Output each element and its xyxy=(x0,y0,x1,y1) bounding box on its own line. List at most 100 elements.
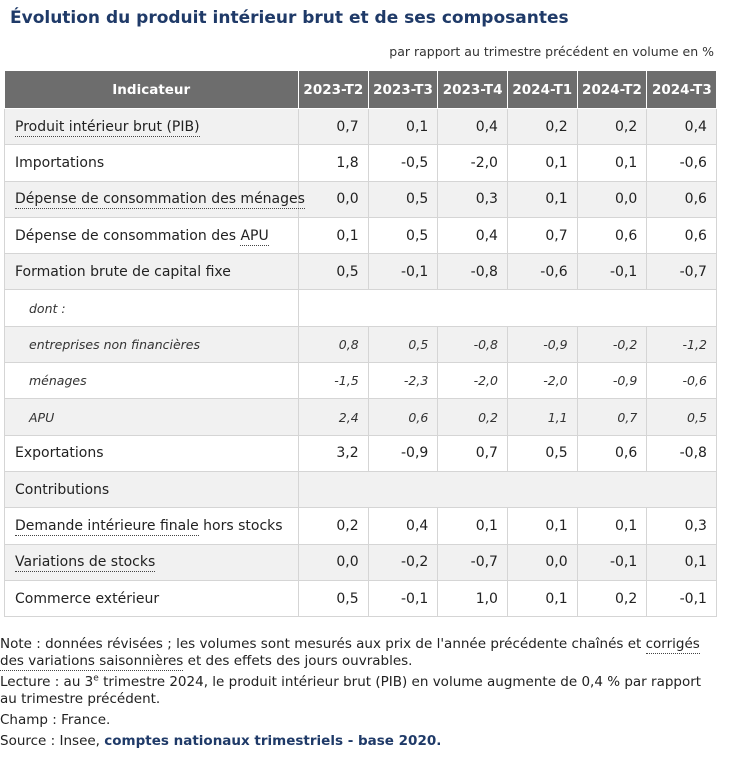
lecture-superscript: e xyxy=(93,673,99,684)
table-cell: 2,4 xyxy=(298,398,369,436)
table-row: APU 2,4 0,6 0,2 1,1 0,7 0,5 xyxy=(4,398,717,436)
table-cell: -0,2 xyxy=(367,543,439,581)
table-cell: 0,0 xyxy=(506,543,578,581)
table-cell: 0,6 xyxy=(646,180,717,218)
header-2023-t4: 2023-T4 xyxy=(437,71,508,109)
glossary-link-demande-interieure[interactable]: Demande intérieure finale xyxy=(15,517,199,536)
glossary-link-pib[interactable]: Produit intérieur brut (PIB) xyxy=(15,118,200,137)
table-cell: 0,3 xyxy=(646,507,717,545)
row-label: Formation brute de capital fixe xyxy=(4,253,299,291)
table-row: Dépense de consommation des APU 0,1 0,5 … xyxy=(4,216,717,255)
table-cell: -0,8 xyxy=(437,253,508,291)
table-cell: -0,7 xyxy=(437,543,508,581)
row-label: Importations xyxy=(4,144,299,182)
table-cell: -0,5 xyxy=(367,144,439,182)
table-cell: 0,7 xyxy=(437,434,508,472)
table-row: Variations de stocks 0,0 -0,2 -0,7 0,0 -… xyxy=(4,543,717,581)
table-cell: 0,6 xyxy=(576,434,648,472)
glossary-link-consommation-menages[interactable]: Dépense de consommation des ménages xyxy=(15,191,305,210)
source-text: Source : Insee, xyxy=(0,733,105,749)
table-cell: 1,1 xyxy=(506,398,578,436)
table-cell: 0,5 xyxy=(367,325,439,364)
table-cell: 0,2 xyxy=(437,398,508,436)
table-cell: 0,1 xyxy=(506,507,578,545)
table-cell: 1,0 xyxy=(437,579,508,618)
table-row: Commerce extérieur 0,5 -0,1 1,0 0,1 0,2 … xyxy=(4,579,717,618)
table-cell: 0,6 xyxy=(646,216,717,255)
table-cell: 1,8 xyxy=(298,144,369,182)
table-row: Formation brute de capital fixe 0,5 -0,1… xyxy=(4,253,717,291)
header-2024-t3: 2024-T3 xyxy=(646,71,717,109)
table-cell: -2,0 xyxy=(437,144,508,182)
table-cell: 0,8 xyxy=(298,325,369,364)
empty-cell xyxy=(298,470,717,509)
data-table: Indicateur 2023-T2 2023-T3 2023-T4 2024-… xyxy=(4,71,717,618)
table-cell: -0,7 xyxy=(646,253,717,291)
table-row: Dépense de consommation des ménages 0,0 … xyxy=(4,180,717,218)
table-cell: 0,0 xyxy=(298,180,369,218)
table-cell: -2,3 xyxy=(367,362,439,400)
header-2023-t2: 2023-T2 xyxy=(298,71,369,109)
table-cell: -0,1 xyxy=(576,253,648,291)
row-label: Dépense de consommation des APU xyxy=(4,216,299,255)
source-paragraph: Source : Insee, comptes nationaux trimes… xyxy=(0,733,720,750)
table-cell: 0,1 xyxy=(437,507,508,545)
source-link[interactable]: comptes nationaux trimestriels - base 20… xyxy=(104,733,442,749)
table-cell: 0,1 xyxy=(506,579,578,618)
glossary-link-variations-stocks[interactable]: Variations de stocks xyxy=(15,554,156,573)
table-cell: -2,0 xyxy=(506,362,578,400)
table-cell: 0,5 xyxy=(367,180,439,218)
glossary-link-cvs[interactable]: corrigés des variations saisonnières xyxy=(0,636,700,671)
row-label: dont : xyxy=(4,289,299,327)
champ-paragraph: Champ : France. xyxy=(0,712,111,728)
table-cell: -0,8 xyxy=(646,434,717,472)
table-cell: -1,5 xyxy=(298,362,369,400)
row-label: Produit intérieur brut (PIB) xyxy=(4,107,299,146)
table-cell: -0,1 xyxy=(367,253,439,291)
table-cell: 0,1 xyxy=(576,507,648,545)
lecture-text-end: trimestre 2024, le produit intérieur bru… xyxy=(0,674,702,707)
table-cell: -0,6 xyxy=(646,144,717,182)
table-row: Contributions xyxy=(4,470,717,509)
table-cell: 0,2 xyxy=(576,107,648,146)
row-label: ménages xyxy=(4,362,299,400)
table-cell: -0,6 xyxy=(646,362,717,400)
table-cell: 0,7 xyxy=(576,398,648,436)
row-label-text: Dépense de consommation des xyxy=(15,227,241,244)
table-cell: 0,4 xyxy=(437,216,508,255)
row-label-text: hors stocks xyxy=(198,517,283,534)
table-cell: 0,1 xyxy=(506,180,578,218)
lecture-paragraph: Lecture : au 3e trimestre 2024, le produ… xyxy=(0,674,720,708)
table-cell: 0,7 xyxy=(506,216,578,255)
row-label: Contributions xyxy=(4,470,299,509)
row-label: APU xyxy=(4,398,299,436)
table-row: Importations 1,8 -0,5 -2,0 0,1 0,1 -0,6 xyxy=(4,144,717,182)
table-cell: 0,0 xyxy=(298,543,369,581)
table-cell: -0,1 xyxy=(576,543,648,581)
row-label: Exportations xyxy=(4,434,299,472)
table-row: entreprises non financières 0,8 0,5 -0,8… xyxy=(4,325,717,364)
table-cell: -0,6 xyxy=(506,253,578,291)
header-2024-t2: 2024-T2 xyxy=(576,71,648,109)
table-cell: 0,7 xyxy=(298,107,369,146)
table-cell: 0,1 xyxy=(646,543,717,581)
table-cell: 0,2 xyxy=(298,507,369,545)
table-cell: -1,2 xyxy=(646,325,717,364)
table-cell: 0,1 xyxy=(367,107,439,146)
empty-cell xyxy=(298,289,717,327)
table-row: Demande intérieure finale hors stocks 0,… xyxy=(4,507,717,545)
note-text-end: et des effets des jours ouvrables. xyxy=(183,653,413,669)
table-title: Évolution du produit intérieur brut et d… xyxy=(10,8,569,28)
row-label: Commerce extérieur xyxy=(4,579,299,618)
table-cell: 0,4 xyxy=(646,107,717,146)
row-label: entreprises non financières xyxy=(4,325,299,364)
table-cell: 0,5 xyxy=(298,579,369,618)
table-cell: -0,1 xyxy=(646,579,717,618)
table-cell: 0,1 xyxy=(298,216,369,255)
note-paragraph: Note : données révisées ; les volumes so… xyxy=(0,636,720,671)
table-cell: 0,3 xyxy=(437,180,508,218)
glossary-link-apu[interactable]: APU xyxy=(240,227,269,246)
row-label: Demande intérieure finale hors stocks xyxy=(4,507,299,545)
table-cell: 0,2 xyxy=(506,107,578,146)
table-cell: -0,9 xyxy=(576,362,648,400)
